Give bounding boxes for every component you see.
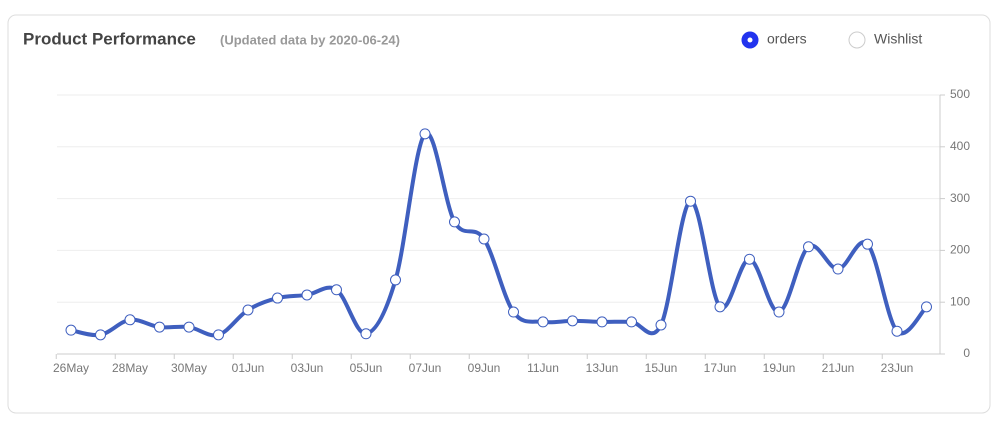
x-tick-label: 17Jun (704, 361, 737, 375)
x-tick-label: 01Jun (232, 361, 265, 375)
point (773, 306, 785, 318)
point (242, 304, 254, 316)
point (360, 328, 372, 340)
point (744, 253, 755, 265)
point (626, 316, 637, 328)
card (7, 14, 991, 414)
point (803, 241, 814, 253)
point (921, 301, 932, 313)
legend-item[interactable]: orders (741, 31, 807, 49)
point (832, 263, 844, 275)
legend-dot (747, 37, 753, 43)
point (714, 301, 726, 313)
x-tick-label: 07Jun (409, 361, 442, 375)
x-tick-label: 09Jun (468, 361, 501, 375)
point (862, 238, 873, 250)
x-tick-label: 03Jun (291, 361, 324, 375)
x-tick-label: 11Jun (527, 361, 559, 375)
y-tick-label: 500 (950, 87, 970, 101)
y-tick-label: 300 (950, 191, 970, 205)
point (567, 315, 578, 327)
x-tick-label: 28May (112, 361, 148, 375)
y-tick-label: 100 (950, 294, 970, 308)
x-tick-label: 13Jun (586, 361, 619, 375)
chart-title: Product Performance (23, 29, 196, 48)
x-tick-label: 30May (171, 361, 207, 375)
point (419, 128, 431, 140)
y-tick-label: 200 (950, 243, 970, 257)
point (154, 321, 165, 333)
chart-subtitle: (Updated data by 2020-06-24) (220, 32, 400, 47)
y-tick-label: 0 (963, 346, 970, 360)
point (478, 233, 490, 245)
legend-item[interactable]: Wishlist (848, 31, 922, 49)
point (685, 195, 696, 207)
point (537, 316, 549, 328)
legend-swatch[interactable] (848, 31, 866, 49)
x-tick-label: 23Jun (881, 361, 914, 375)
point (183, 321, 195, 333)
point (508, 306, 519, 318)
point (449, 216, 460, 228)
x-tick-label: 19Jun (763, 361, 796, 375)
point (124, 314, 136, 326)
y-tick-label: 400 (950, 139, 970, 153)
x-tick-label: 15Jun (645, 361, 678, 375)
x-tick-label: 05Jun (350, 361, 383, 375)
legend-label[interactable]: orders (767, 31, 807, 47)
point (213, 329, 224, 341)
point (272, 292, 283, 304)
point (95, 329, 106, 341)
point (655, 319, 667, 331)
point (390, 274, 401, 286)
point (331, 284, 342, 296)
point (891, 325, 903, 337)
point (596, 316, 608, 328)
x-tick-label: 26May (53, 361, 89, 375)
x-tick-label: 21Jun (822, 361, 855, 375)
point (301, 289, 313, 301)
point (65, 324, 77, 336)
legend-label[interactable]: Wishlist (874, 31, 922, 47)
